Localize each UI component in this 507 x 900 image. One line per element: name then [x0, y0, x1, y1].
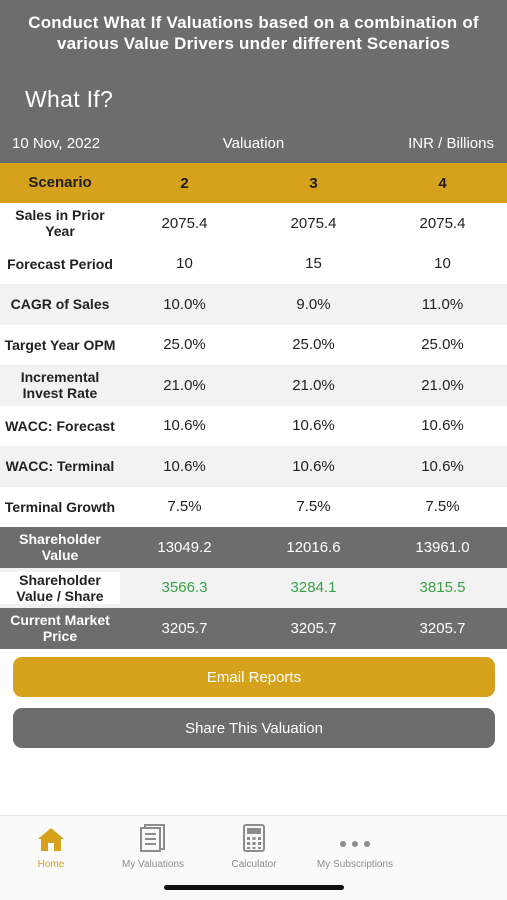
- row-value[interactable]: 9.0%: [296, 295, 331, 313]
- row-value: 3205.7: [290, 619, 337, 637]
- tab-my-subscriptions-label: My Subscriptions: [316, 859, 394, 870]
- row-value[interactable]: 25.0%: [292, 336, 335, 354]
- share-valuation-button[interactable]: Share This Valuation: [13, 708, 495, 748]
- table-row: WACC: Forecast 10.6% 10.6% 10.6%: [0, 405, 507, 446]
- row-value: 13049.2: [157, 538, 212, 556]
- row-value[interactable]: 2075.4: [290, 214, 337, 232]
- row-value: 12016.6: [286, 538, 341, 556]
- table-row: Terminal Growth 7.5% 7.5% 7.5%: [0, 486, 507, 527]
- table-row: CAGR of Sales 10.0% 9.0% 11.0%: [0, 284, 507, 325]
- row-value[interactable]: 21.0%: [292, 376, 335, 394]
- row-value: 3566.3: [161, 579, 208, 597]
- table-row: Sales in Prior Year 2075.4 2075.4 2075.4: [0, 203, 507, 244]
- row-value[interactable]: 10.6%: [163, 417, 206, 435]
- row-value[interactable]: 10.6%: [421, 417, 464, 435]
- row-label: Shareholder Value: [19, 531, 101, 564]
- row-value[interactable]: 11.0%: [421, 295, 464, 313]
- header: Conduct What If Valuations based on a co…: [0, 0, 507, 163]
- row-value[interactable]: 15: [305, 255, 322, 273]
- row-label: Sales in Prior Year: [15, 207, 105, 240]
- row-label: Forecast Period: [7, 255, 113, 272]
- row-value[interactable]: 21.0%: [421, 376, 464, 394]
- section-label: Valuation: [222, 135, 285, 152]
- page-title: What If?: [25, 86, 114, 112]
- row-value[interactable]: 10.6%: [292, 417, 335, 435]
- row-value: 3205.7: [419, 619, 466, 637]
- row-label: Target Year OPM: [4, 336, 116, 353]
- more-dots-icon: [300, 824, 410, 852]
- row-label: WACC: Forecast: [5, 417, 115, 434]
- row-value[interactable]: 10.0%: [163, 295, 206, 313]
- table-row: WACC: Terminal 10.6% 10.6% 10.6%: [0, 446, 507, 487]
- row-label: Current Market Price: [10, 612, 110, 645]
- document-icon: [108, 824, 198, 852]
- tab-my-subscriptions[interactable]: My Subscriptions: [300, 824, 410, 870]
- home-indicator[interactable]: [164, 885, 344, 890]
- row-value[interactable]: 25.0%: [163, 336, 206, 354]
- row-value[interactable]: 10: [434, 255, 451, 273]
- row-value[interactable]: 10: [176, 255, 193, 273]
- scenario-col: 3: [309, 174, 318, 192]
- row-value[interactable]: 10.6%: [421, 457, 464, 475]
- row-value: 3815.5: [419, 579, 466, 597]
- row-value[interactable]: 7.5%: [167, 498, 202, 516]
- table-row: Target Year OPM 25.0% 25.0% 25.0%: [0, 324, 507, 365]
- row-value[interactable]: 7.5%: [296, 498, 331, 516]
- scenario-table: Scenario 2 3 4 Sales in Prior Year 2075.…: [0, 163, 507, 649]
- calculator-icon: [220, 824, 288, 852]
- row-value[interactable]: 2075.4: [161, 214, 208, 232]
- row-value[interactable]: 7.5%: [425, 498, 460, 516]
- valuation-date: 10 Nov, 2022: [12, 135, 101, 152]
- table-header-row: Scenario 2 3 4: [0, 163, 507, 203]
- row-value[interactable]: 10.6%: [163, 457, 206, 475]
- value-per-share-row: Shareholder Value / Share 3566.3 3284.1 …: [0, 567, 507, 608]
- row-label: Incremental Invest Rate: [20, 369, 100, 402]
- email-reports-button[interactable]: Email Reports: [13, 657, 495, 697]
- row-value[interactable]: 21.0%: [163, 376, 206, 394]
- tab-calculator-label: Calculator: [231, 859, 277, 870]
- scenario-col: 4: [438, 174, 447, 192]
- table-row: Incremental Invest Rate 21.0% 21.0% 21.0…: [0, 365, 507, 406]
- row-label: Shareholder Value / Share: [0, 571, 120, 604]
- row-label: CAGR of Sales: [10, 296, 110, 313]
- shareholder-value-row: Shareholder Value 13049.2 12016.6 13961.…: [0, 527, 507, 568]
- promo-text: Conduct What If Valuations based on a co…: [28, 13, 479, 53]
- market-price-row: Current Market Price 3205.7 3205.7 3205.…: [0, 608, 507, 649]
- row-value: 13961.0: [415, 538, 470, 556]
- tab-home[interactable]: Home: [26, 824, 76, 870]
- row-value[interactable]: 2075.4: [419, 214, 466, 232]
- table-row: Forecast Period 10 15 10: [0, 243, 507, 284]
- row-label: WACC: Terminal: [5, 458, 115, 475]
- scenario-header-label: Scenario: [28, 174, 92, 191]
- unit-label: INR / Billions: [408, 135, 494, 152]
- row-label: Terminal Growth: [4, 498, 116, 515]
- scenario-col: 2: [180, 174, 189, 192]
- home-icon: [26, 824, 76, 852]
- tab-my-valuations[interactable]: My Valuations: [108, 824, 198, 870]
- row-value: 3284.1: [290, 579, 337, 597]
- tab-calculator[interactable]: Calculator: [220, 824, 288, 870]
- tab-my-valuations-label: My Valuations: [121, 859, 185, 870]
- row-value[interactable]: 10.6%: [292, 457, 335, 475]
- tab-home-label: Home: [37, 859, 65, 870]
- row-value: 3205.7: [161, 619, 208, 637]
- row-value[interactable]: 25.0%: [421, 336, 464, 354]
